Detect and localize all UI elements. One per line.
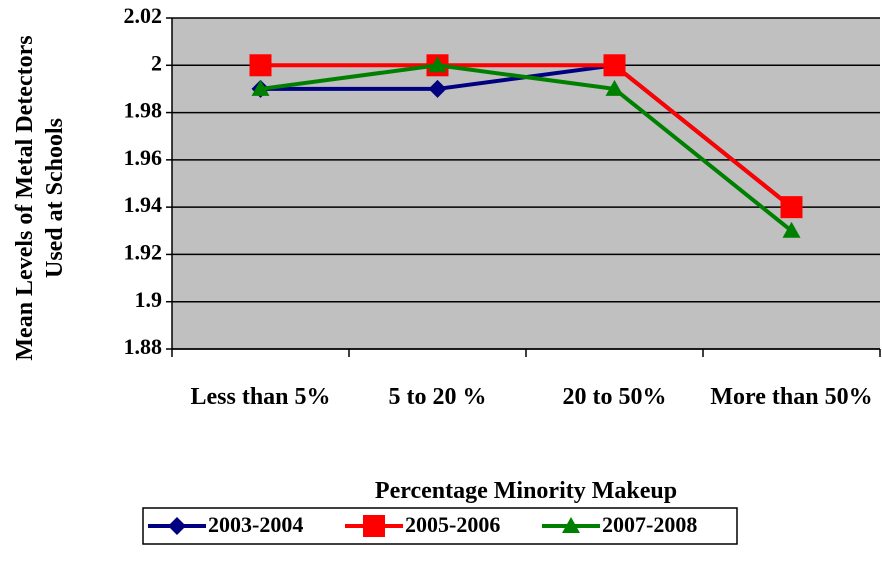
- x-axis-label: Percentage Minority Makeup: [374, 478, 678, 504]
- y-tick-label: 1.96: [124, 145, 163, 170]
- legend-marker: [168, 517, 186, 535]
- y-tick-label: 2.02: [124, 3, 163, 28]
- marker: [428, 79, 447, 98]
- series-line: [260, 63, 793, 233]
- y-tick-label: 1.98: [124, 98, 163, 123]
- marker: [782, 221, 801, 238]
- y-tick-label: 2: [151, 50, 162, 75]
- legend-label: 2003-2004: [208, 512, 303, 537]
- legend-marker: [363, 515, 385, 537]
- y-tick-label: 1.92: [124, 239, 163, 264]
- legend-label: 2005-2006: [405, 512, 500, 537]
- x-tick-label: Less than 5%: [190, 384, 331, 410]
- y-tick-label: 1.88: [124, 334, 163, 359]
- plot-area: [172, 18, 880, 349]
- marker: [780, 196, 803, 219]
- x-tick-label: 20 to 50%: [562, 384, 667, 410]
- legend-box: [142, 507, 738, 545]
- x-tick-label: 5 to 20 %: [388, 384, 487, 410]
- x-tick-label: More than 50%: [710, 384, 873, 410]
- legend-marker: [562, 517, 580, 533]
- legend-label: 2007-2008: [602, 512, 697, 537]
- marker: [249, 54, 272, 77]
- marker: [428, 56, 447, 73]
- marker: [605, 79, 624, 96]
- y-axis-label: Mean Levels of Metal Detectors Used at S…: [12, 35, 68, 361]
- marker: [251, 79, 270, 96]
- series-line: [260, 63, 793, 209]
- y-tick-label: 1.94: [124, 192, 163, 217]
- marker: [603, 54, 626, 77]
- y-tick-label: 1.9: [135, 287, 163, 312]
